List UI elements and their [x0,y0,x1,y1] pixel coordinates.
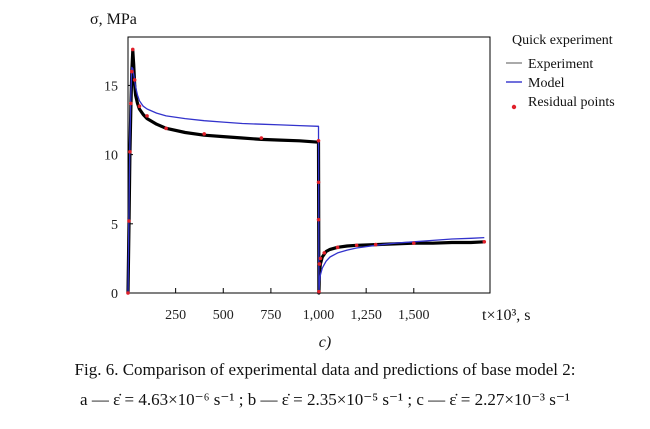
figure-caption-line-1: Fig. 6. Comparison of experimental data … [74,360,576,379]
x-tick-label: 1,500 [398,308,430,323]
panel-label: c) [318,334,332,351]
plot-frame [127,36,491,294]
y-axis-title: σ, MPa [90,11,137,28]
residual-point [317,289,321,294]
residual-point [354,243,359,248]
residual-point [316,180,321,185]
x-tick-label: 1,250 [350,308,382,323]
figure-caption-line-2: a — ε̇ = 4.63×10⁻⁶ s⁻¹ ; b — ε̇ = 2.35×1… [80,390,570,409]
y-tick-label: 10 [104,149,118,164]
residual-point [316,217,321,222]
residual-point [317,262,322,266]
residual-point [316,138,321,143]
x-tick-label: 250 [165,308,186,323]
residual-point [137,104,142,108]
residual-point [259,136,264,140]
chart-title: Quick experiment [512,33,613,48]
series-model-line [127,66,485,294]
y-tick-label: 15 [104,79,118,94]
residual-point [145,114,149,118]
y-tick-label: 5 [111,218,118,233]
residual-point [482,240,487,244]
residual-point [322,251,327,255]
residual-point [129,101,133,106]
residual-point [130,47,135,52]
legend-label: Experiment [528,57,593,72]
residual-point [318,256,323,261]
residual-point [130,69,134,74]
residual-point [132,78,137,82]
legend-residual-marker [511,104,517,110]
legend-label: Model [528,76,565,91]
plot-area: 0 5 10 15 250 500 750 1,000 1,250 1,500 [104,36,491,323]
x-tick-label: 1,000 [303,308,335,323]
x-tick-label: 500 [213,308,234,323]
residual-point [128,150,132,154]
legend: Experiment Model Residual points [506,57,615,110]
chart: σ, MPa t×10³, s Quick experiment Experim… [90,11,615,324]
residual-point [164,126,168,131]
series-experiment-line [126,49,485,295]
residual-point [202,132,207,136]
legend-label: Residual points [528,95,615,110]
x-axis-title: t×10³, s [482,307,531,324]
residual-point [335,245,340,250]
y-tick-label: 0 [111,287,118,302]
residual-point [411,241,416,245]
x-tick-label: 750 [260,308,281,323]
residual-point [127,219,131,223]
residual-point [126,291,130,295]
residual-point [373,242,378,247]
